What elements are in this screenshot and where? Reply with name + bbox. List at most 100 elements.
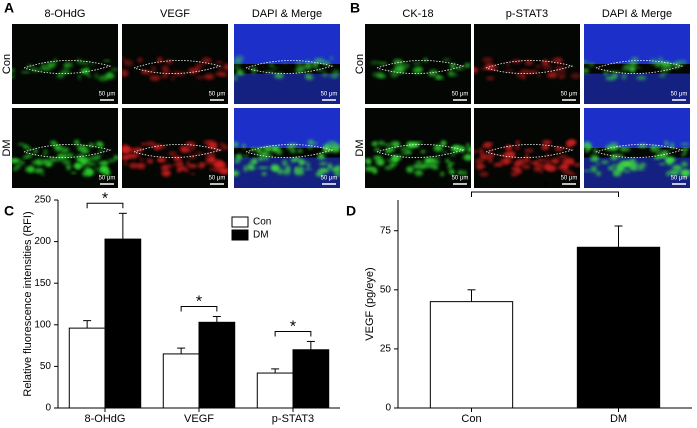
stain: [96, 155, 102, 158]
stain: [504, 150, 516, 158]
stain: [590, 165, 598, 173]
stain: [190, 172, 196, 175]
stain: [457, 170, 464, 176]
stain: [219, 71, 228, 77]
micrograph: [365, 24, 471, 104]
stain: [478, 148, 485, 154]
stain: [18, 160, 25, 165]
stain: [542, 159, 549, 162]
stain: [31, 160, 39, 165]
stain: [122, 70, 129, 77]
stain: [621, 73, 627, 80]
stain: [23, 145, 30, 148]
stain: [421, 162, 430, 169]
stain: [681, 153, 686, 157]
stain: [47, 161, 53, 165]
legend-label: Con: [253, 217, 271, 228]
stain: [102, 167, 109, 172]
scale-bar-label: 50 μm: [671, 176, 688, 182]
stain: [273, 166, 278, 172]
stain: [156, 145, 167, 149]
stain: [466, 143, 470, 148]
stain: [681, 161, 688, 168]
stain: [299, 165, 304, 172]
stain: [567, 139, 577, 146]
panel-label: D: [346, 203, 356, 219]
stain: [511, 166, 520, 171]
stain: [465, 154, 471, 161]
stain: [425, 159, 435, 162]
stain: [680, 142, 690, 146]
stain: [179, 145, 190, 151]
stain: [60, 147, 70, 154]
stain: [77, 145, 88, 152]
stain: [541, 140, 552, 145]
stain: [514, 160, 522, 167]
legend-swatch: [231, 229, 249, 241]
stain: [628, 161, 639, 168]
stain: [295, 64, 306, 71]
panel-label: C: [4, 203, 14, 219]
stain: [608, 142, 619, 146]
stain: [107, 159, 116, 163]
stain: [607, 166, 613, 170]
stain: [521, 164, 531, 169]
stain: [384, 143, 392, 147]
stain: [323, 145, 328, 153]
stain: [445, 159, 450, 163]
stain: [261, 151, 269, 156]
stain: [313, 142, 318, 145]
stain: [466, 146, 471, 153]
stain: [217, 161, 227, 169]
stain: [223, 63, 228, 71]
stain: [91, 62, 95, 66]
stain: [81, 67, 89, 75]
stain: [568, 173, 577, 176]
stain: [330, 145, 340, 153]
stain: [306, 162, 310, 169]
region-outline: [245, 60, 334, 74]
legend-swatch: [231, 216, 249, 228]
stain: [303, 168, 313, 171]
stain: [161, 65, 169, 71]
stain: [123, 59, 134, 67]
stain: [447, 72, 458, 77]
stain: [329, 56, 334, 61]
stain: [214, 163, 218, 169]
stain: [304, 62, 313, 70]
stain: [70, 171, 77, 174]
stain: [506, 61, 510, 68]
nuclei-layer: [234, 73, 340, 104]
stain: [442, 58, 451, 62]
column-label: DAPI & Merge: [252, 8, 322, 20]
nuclei-layer: [584, 108, 690, 148]
stain: [485, 76, 495, 80]
region-outline: [133, 144, 222, 158]
stain: [162, 69, 172, 74]
stain: [42, 153, 47, 156]
stain: [420, 150, 426, 154]
stain: [547, 70, 559, 77]
stain: [134, 147, 144, 152]
x-tick-label: p-STAT3: [272, 413, 314, 425]
stain: [390, 141, 401, 147]
stain: [519, 69, 530, 74]
stain: [480, 67, 489, 71]
region-outline: [245, 144, 334, 158]
stain: [529, 161, 539, 165]
y-tick-label: 100: [34, 319, 51, 330]
stain: [536, 74, 541, 77]
stain: [74, 139, 80, 146]
stain: [505, 145, 512, 151]
stain: [533, 165, 543, 172]
stain: [562, 163, 569, 170]
stain: [570, 72, 580, 80]
row-label: DM: [1, 139, 13, 156]
stain: [611, 164, 618, 168]
stain: [562, 170, 573, 174]
stain: [315, 68, 325, 72]
stain: [139, 158, 144, 161]
stain: [184, 168, 189, 173]
stain: [312, 61, 319, 69]
micrograph: [12, 108, 118, 188]
